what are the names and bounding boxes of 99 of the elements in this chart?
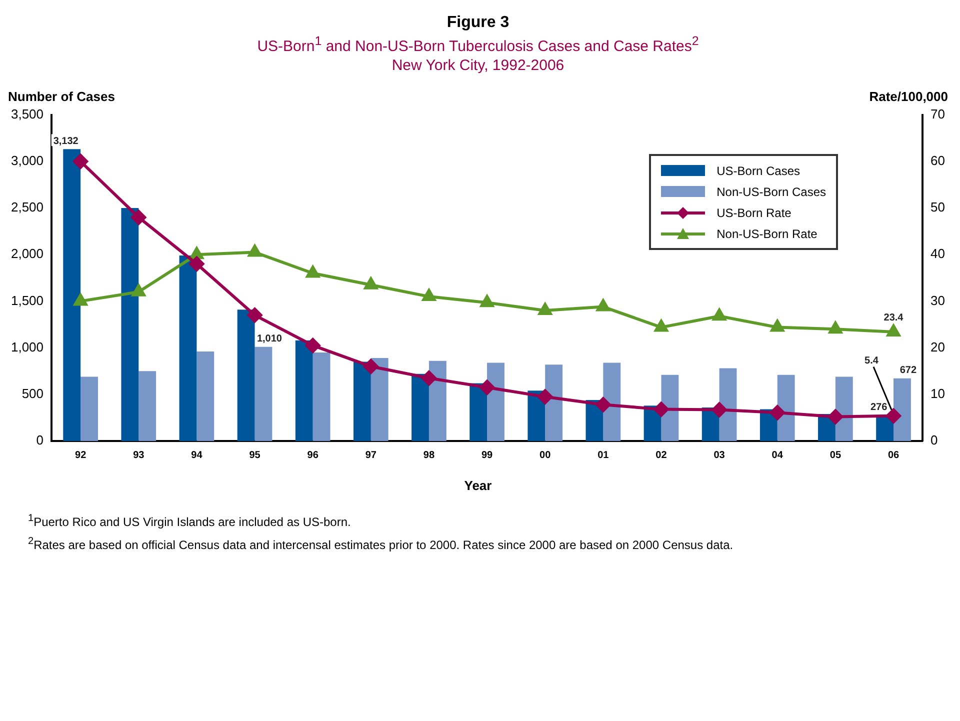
x-tick-label: 00 xyxy=(540,450,552,461)
point xyxy=(654,402,669,417)
point xyxy=(770,320,784,332)
point xyxy=(305,338,320,353)
bar xyxy=(138,371,156,441)
point xyxy=(886,408,902,424)
bar xyxy=(894,378,911,441)
x-tick-label: 03 xyxy=(714,450,726,461)
x-axis-title: Year xyxy=(463,478,493,493)
y-tick-label: 500 xyxy=(22,386,44,401)
y2-tick-label: 10 xyxy=(930,386,946,401)
x-tick-label: 92 xyxy=(75,450,87,461)
point xyxy=(421,370,436,386)
chart-title: Figure 3 xyxy=(446,14,510,32)
text: $^{2}$Rates are based on official Census data and intercensal estimates prior to 2000. Rates since 2000 are based on 2000 Census data. xyxy=(28,535,734,554)
legend-label: US-Born Rate xyxy=(716,206,792,220)
point xyxy=(596,397,611,412)
point xyxy=(480,380,495,395)
bar xyxy=(428,360,446,441)
bar xyxy=(254,346,272,441)
y-tick-label: 1,500 xyxy=(10,292,44,308)
x-tick-label: 06 xyxy=(888,450,900,461)
x-tick-label: 96 xyxy=(307,450,319,461)
y2-tick-label: 40 xyxy=(930,246,946,262)
bar xyxy=(777,374,795,441)
legend-label: Non-US-Born Cases xyxy=(716,184,826,198)
bar xyxy=(835,376,853,441)
x-tick-label: 99 xyxy=(481,450,494,461)
data-label: 672 xyxy=(900,365,917,376)
bar xyxy=(237,310,255,441)
x-tick-label: 93 xyxy=(133,450,145,461)
point xyxy=(364,277,378,290)
data-label: 3,132 xyxy=(53,136,79,147)
point xyxy=(886,324,900,336)
y-axis-title: Number of Cases xyxy=(8,89,115,104)
point xyxy=(132,284,146,296)
data-label: 1,010 xyxy=(256,334,282,345)
point xyxy=(828,409,843,424)
x-tick-label: 98 xyxy=(423,450,435,461)
point xyxy=(712,308,726,321)
bar xyxy=(121,208,139,441)
point xyxy=(654,320,668,332)
x-tick-label: 01 xyxy=(598,450,610,461)
point xyxy=(363,358,378,374)
y-tick-label: 3,000 xyxy=(10,152,44,168)
x-tick-label: 94 xyxy=(191,450,203,461)
bar xyxy=(603,362,621,441)
y-tick-label: 3,500 xyxy=(10,106,44,122)
bar xyxy=(196,352,214,441)
point xyxy=(538,303,552,316)
legend-label: Non-US-Born Rate xyxy=(716,226,818,240)
point xyxy=(480,295,494,308)
x-tick-label: 04 xyxy=(772,450,784,461)
bar xyxy=(63,149,81,441)
bar xyxy=(370,358,388,441)
y2-tick-label: 20 xyxy=(930,339,946,354)
bar xyxy=(487,362,504,441)
y2-tick-label: 60 xyxy=(930,152,946,168)
text: US-Born$^{1}$ and Non-US-Born Tuberculosis Cases and Case Rates$^{2}$ New York City, 1992-2006 xyxy=(257,34,699,74)
bar xyxy=(312,352,330,441)
legend-label: US-Born Cases xyxy=(716,164,800,178)
point xyxy=(189,256,204,272)
point xyxy=(828,322,842,334)
point xyxy=(74,294,88,306)
x-tick-label: 05 xyxy=(830,450,842,461)
y-tick-label: 0 xyxy=(36,432,44,448)
y-tick-label: 1,000 xyxy=(10,339,44,354)
point xyxy=(247,308,262,323)
bar xyxy=(719,368,737,441)
bar xyxy=(412,374,429,441)
point xyxy=(712,402,727,418)
bar xyxy=(295,340,313,441)
point xyxy=(190,247,204,260)
y2-tick-label: 70 xyxy=(930,106,946,122)
y2-tick-label: 30 xyxy=(930,292,946,308)
point xyxy=(538,389,553,404)
bar xyxy=(80,376,98,441)
point xyxy=(770,405,785,420)
point xyxy=(422,289,436,302)
data-label: 5.4 xyxy=(864,356,879,367)
y2-axis-title: Rate/100,000 xyxy=(869,89,948,104)
bar xyxy=(179,256,197,441)
x-tick-label: 95 xyxy=(249,450,261,461)
y-tick-label: 2,500 xyxy=(10,200,44,215)
point xyxy=(596,299,610,312)
bar xyxy=(545,364,563,441)
y2-tick-label: 50 xyxy=(930,200,946,215)
text: $^{1}$Puerto Rico and US Virgin Islands are included as US-born. xyxy=(28,512,352,531)
point xyxy=(248,244,262,257)
bar xyxy=(470,383,488,441)
x-tick-label: 97 xyxy=(365,450,377,461)
y-tick-label: 2,000 xyxy=(10,246,44,262)
data-label: 23.4 xyxy=(884,312,904,324)
point xyxy=(306,266,320,278)
data-label: 276 xyxy=(870,402,888,414)
bar xyxy=(661,374,679,441)
bar xyxy=(353,362,371,441)
y2-tick-label: 0 xyxy=(930,432,938,448)
x-tick-label: 02 xyxy=(656,450,668,461)
